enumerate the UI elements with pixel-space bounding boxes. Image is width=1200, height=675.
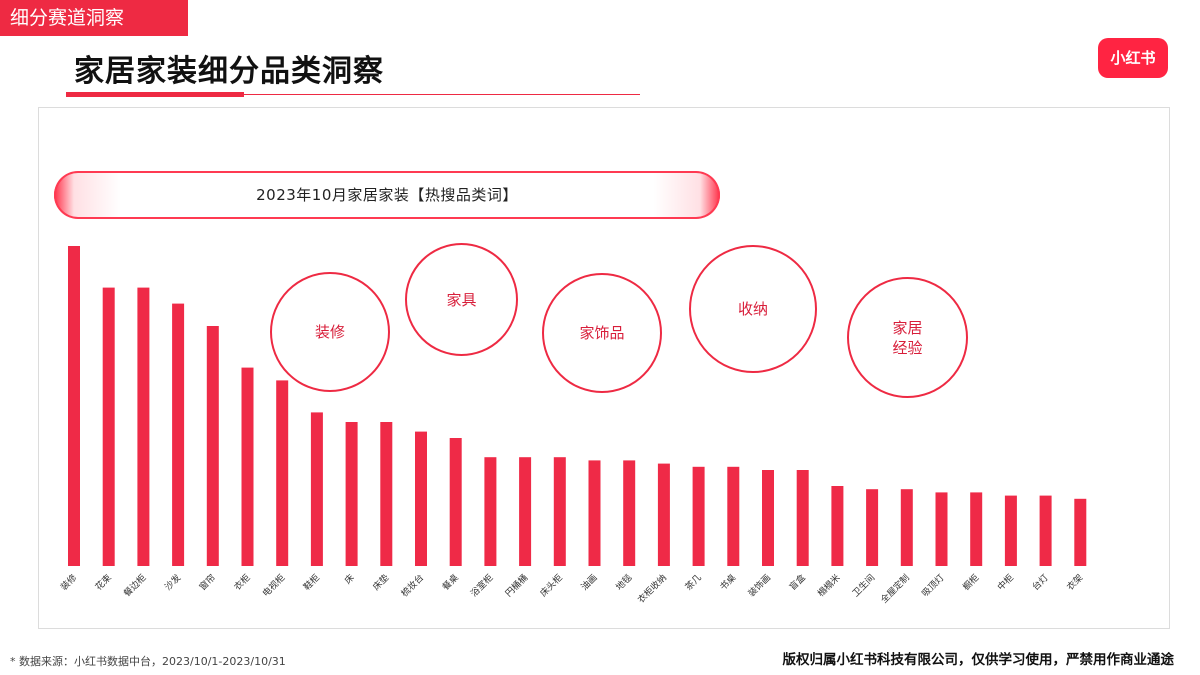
bar-24 xyxy=(900,489,913,566)
brand-logo: 小红书 xyxy=(1098,38,1168,78)
bar-5 xyxy=(241,367,254,566)
section-tag: 细分赛道洞察 xyxy=(0,0,188,36)
bar-23 xyxy=(866,489,879,566)
x-tick-label-17: 衣柜收纳 xyxy=(635,572,669,606)
x-tick-label-10: 梳妆台 xyxy=(399,572,427,600)
title-underline-accent xyxy=(66,92,244,97)
x-tick-label-28: 台灯 xyxy=(1029,572,1050,593)
x-tick-label-14: 床头柜 xyxy=(537,572,565,600)
x-tick-label-22: 榻榻米 xyxy=(815,572,843,600)
x-tick-label-16: 地毯 xyxy=(613,572,634,593)
x-tick-label-23: 卫生间 xyxy=(850,572,878,600)
bar-3 xyxy=(172,303,185,566)
category-circle-storage: 收纳 xyxy=(689,245,817,373)
bar-0 xyxy=(68,246,80,566)
x-tick-label-3: 沙发 xyxy=(162,572,183,593)
bar-11 xyxy=(449,438,462,566)
x-tick-label-27: 中柜 xyxy=(995,572,1016,593)
bar-19 xyxy=(727,466,740,566)
bar-15 xyxy=(588,460,601,566)
x-tick-label-26: 橱柜 xyxy=(960,572,981,593)
bar-7 xyxy=(310,412,323,566)
bar-18 xyxy=(692,466,705,566)
bar-26 xyxy=(970,492,983,566)
bar-8 xyxy=(345,422,358,566)
bar-12 xyxy=(484,457,497,566)
bar-16 xyxy=(623,460,636,566)
bar-10 xyxy=(415,431,427,566)
bar-27 xyxy=(1004,495,1017,566)
bar-22 xyxy=(831,486,844,566)
x-tick-label-8: 床 xyxy=(342,572,357,587)
bar-6 xyxy=(276,380,289,566)
copyright-notice: 版权归属小红书科技有限公司，仅供学习使用，严禁用作商业通途 xyxy=(782,652,1175,668)
category-circle-home-experience: 家居 经验 xyxy=(847,277,968,398)
title-underline xyxy=(66,94,640,95)
category-circle-renovation: 装修 xyxy=(270,272,390,392)
bar-20 xyxy=(762,470,774,566)
x-tick-label-11: 餐桌 xyxy=(440,572,461,593)
x-tick-label-15: 油画 xyxy=(578,572,599,593)
x-tick-label-7: 鞋柜 xyxy=(301,572,322,593)
x-tick-label-21: 盲盒 xyxy=(787,572,808,593)
x-tick-label-13: 円桶桶 xyxy=(503,572,531,600)
x-tick-label-4: 窗帘 xyxy=(197,572,218,593)
category-circle-decor: 家饰品 xyxy=(542,273,662,393)
bar-28 xyxy=(1039,495,1052,566)
chart-subtitle: 2023年10月家居家装【热搜品类词】 xyxy=(256,186,518,204)
page-title: 家居家装细分品类洞察 xyxy=(74,54,384,89)
x-tick-label-6: 电视柜 xyxy=(260,572,288,600)
x-tick-label-19: 书桌 xyxy=(717,572,738,593)
bar-21 xyxy=(796,470,809,566)
bar-4 xyxy=(206,326,219,566)
bar-14 xyxy=(553,457,566,566)
x-tick-label-0: 装修 xyxy=(58,572,79,593)
x-tick-label-12: 浴室柜 xyxy=(468,572,496,600)
x-tick-label-25: 吸顶灯 xyxy=(920,572,947,599)
x-tick-label-29: 衣架 xyxy=(1064,572,1085,593)
bar-29 xyxy=(1074,498,1087,566)
x-tick-label-5: 衣柜 xyxy=(231,572,252,593)
bar-13 xyxy=(519,457,532,566)
x-tick-label-2: 餐边柜 xyxy=(121,572,149,600)
bar-25 xyxy=(935,492,948,566)
data-source-note: * 数据来源：小红书数据中台，2023/10/1-2023/10/31 xyxy=(10,655,286,668)
x-tick-label-9: 床垫 xyxy=(370,572,391,593)
bar-9 xyxy=(380,422,393,566)
bar-2 xyxy=(137,287,150,566)
category-circle-furniture: 家具 xyxy=(405,243,518,356)
chart-subtitle-pill: 2023年10月家居家装【热搜品类词】 xyxy=(54,171,720,219)
bar-1 xyxy=(102,287,115,566)
x-tick-label-1: 花束 xyxy=(93,572,114,593)
x-tick-label-20: 装饰画 xyxy=(746,572,774,600)
bar-17 xyxy=(657,463,670,566)
x-tick-label-18: 茶几 xyxy=(682,572,703,593)
x-tick-label-24: 全屋定制 xyxy=(878,572,912,606)
